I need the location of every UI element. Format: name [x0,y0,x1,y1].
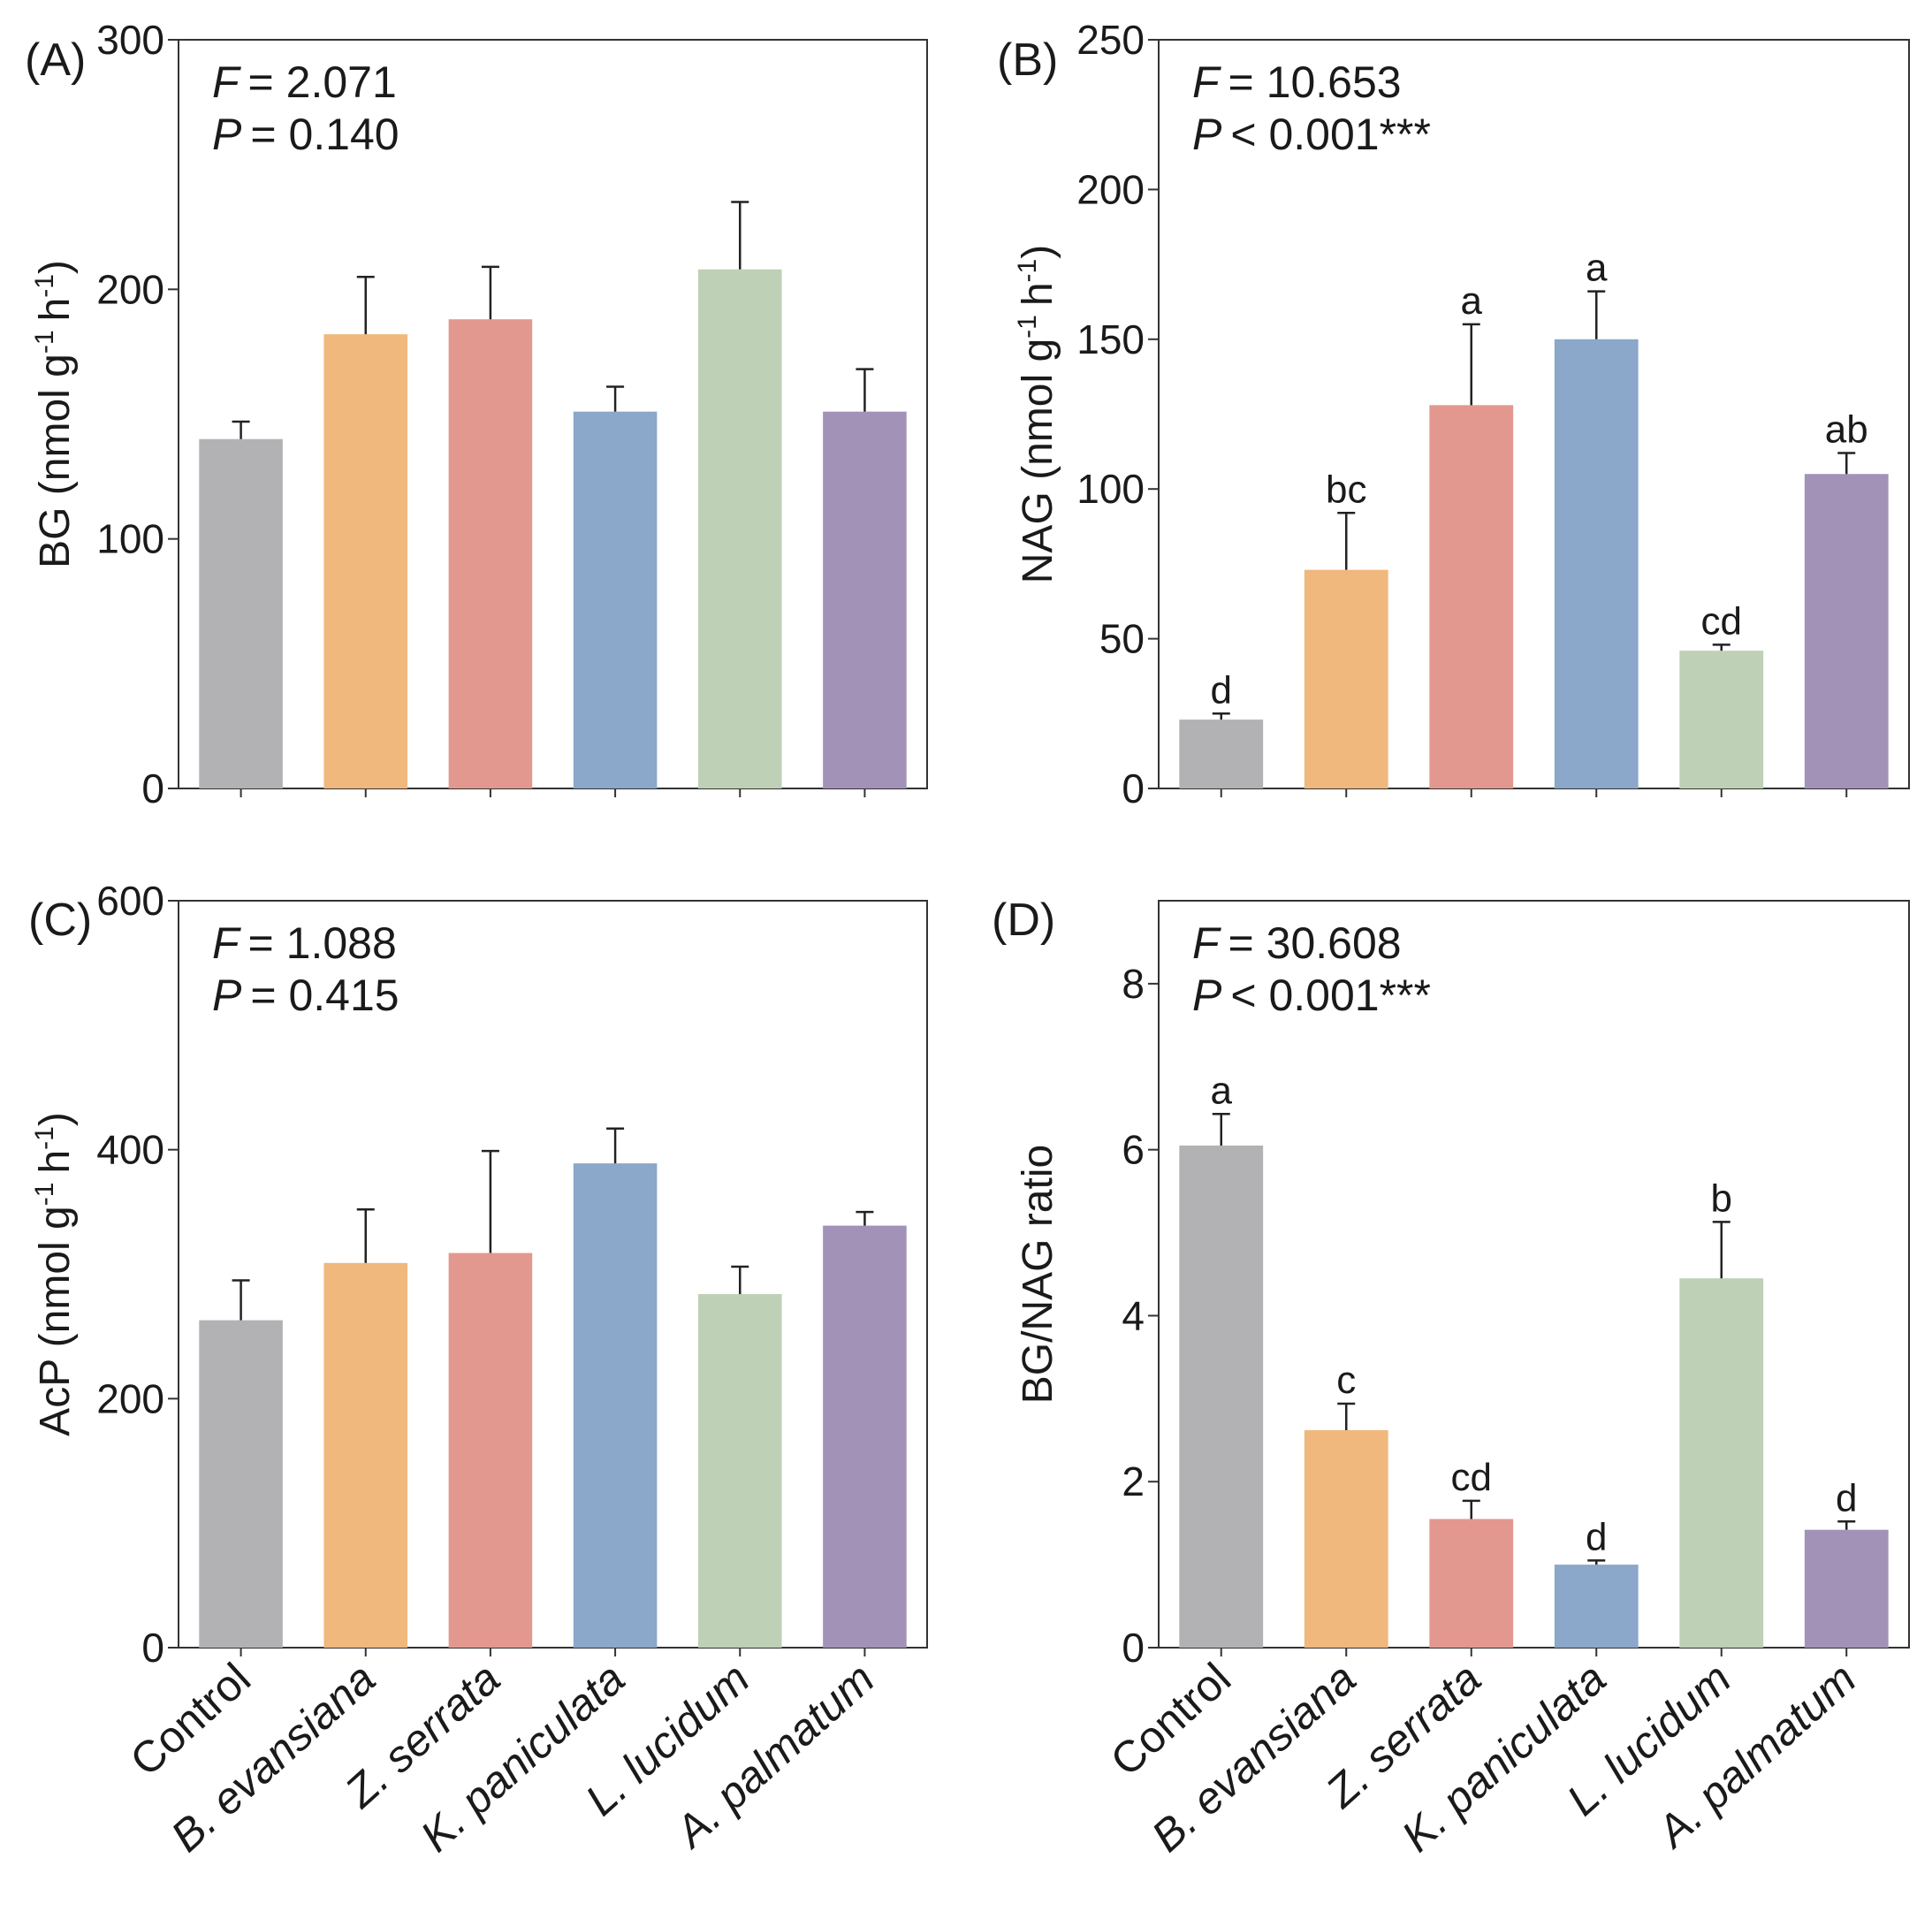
y-tick-label: 0 [141,1625,164,1671]
bar-4 [1554,339,1639,788]
y-tick-label: 0 [141,765,164,811]
plot-frame [1158,900,1910,1649]
bar-4 [1554,1565,1639,1648]
significance-letter: ab [1825,408,1868,452]
y-tick-label: 8 [1122,961,1145,1007]
bar-6 [823,411,907,788]
panel-label: (D) [992,895,1055,946]
bar-3 [1429,405,1514,788]
bar-6 [1804,474,1889,788]
stat-f: F = 2.071 [212,57,397,107]
y-axis-title: BG (nmol g-1h-1) [30,260,79,568]
significance-letter: d [1586,1515,1607,1558]
y-tick-label: 200 [96,266,164,312]
y-axis-title: NAG (nmol g-1h-1) [1013,245,1061,583]
bar-5 [1679,651,1764,788]
significance-letter: b [1711,1177,1732,1220]
stat-f: F = 30.608 [1192,918,1402,968]
y-tick-label: 100 [96,516,164,562]
y-tick-label: 50 [1099,616,1145,662]
bar-4 [573,1163,658,1648]
stat-p: P < 0.001*** [1192,110,1431,159]
bar-1 [199,438,283,788]
stat-p: P = 0.415 [212,971,399,1020]
bar-2 [1304,1430,1388,1648]
significance-letter: c [1336,1359,1356,1402]
bar-2 [1304,569,1388,788]
y-tick-label: 250 [1076,17,1145,63]
significance-letter: a [1461,279,1483,323]
bar-1 [199,1320,283,1648]
stat-p: P < 0.001*** [1192,971,1431,1020]
significance-letter: bc [1326,468,1366,511]
y-tick-label: 600 [96,878,164,924]
stat-f: F = 10.653 [1192,57,1402,107]
stat-f: F = 1.088 [212,918,397,968]
y-tick-label: 300 [96,17,164,63]
y-tick-label: 4 [1122,1292,1145,1338]
bar-3 [448,319,533,788]
bar-1 [1179,720,1264,788]
significance-letter: cd [1451,1456,1492,1499]
bar-2 [323,334,408,788]
significance-letter: a [1586,247,1608,290]
y-tick-label: 6 [1122,1127,1145,1173]
plot-frame [178,900,928,1649]
panel-label: (A) [25,34,86,86]
y-tick-label: 200 [96,1375,164,1421]
y-tick-label: 0 [1122,765,1145,811]
y-tick-label: 200 [1076,166,1145,212]
y-tick-label: 150 [1076,316,1145,362]
bar-5 [697,269,782,788]
significance-letter: d [1836,1476,1857,1519]
plot-frame [178,39,928,789]
bar-1 [1179,1145,1264,1648]
significance-letter: d [1211,668,1232,712]
bar-5 [697,1294,782,1648]
bar-3 [448,1253,533,1648]
plot-frame [1158,39,1910,789]
bar-4 [573,411,658,788]
stat-p: P = 0.140 [212,110,399,159]
y-axis-title: AcP (nmol g-1h-1) [30,1112,79,1436]
panel-label: (B) [997,34,1058,86]
y-tick-label: 400 [96,1127,164,1173]
bar-2 [323,1262,408,1648]
significance-letter: cd [1701,599,1742,643]
bar-3 [1429,1519,1514,1648]
y-tick-label: 0 [1122,1625,1145,1671]
panel-label: (C) [28,895,92,946]
bar-6 [823,1225,907,1648]
y-tick-label: 100 [1076,466,1145,512]
bar-5 [1679,1278,1764,1648]
y-axis-title: BG/NAG ratio [1015,1145,1061,1404]
significance-letter: a [1211,1069,1233,1112]
y-tick-label: 2 [1122,1458,1145,1504]
bar-6 [1804,1529,1889,1648]
